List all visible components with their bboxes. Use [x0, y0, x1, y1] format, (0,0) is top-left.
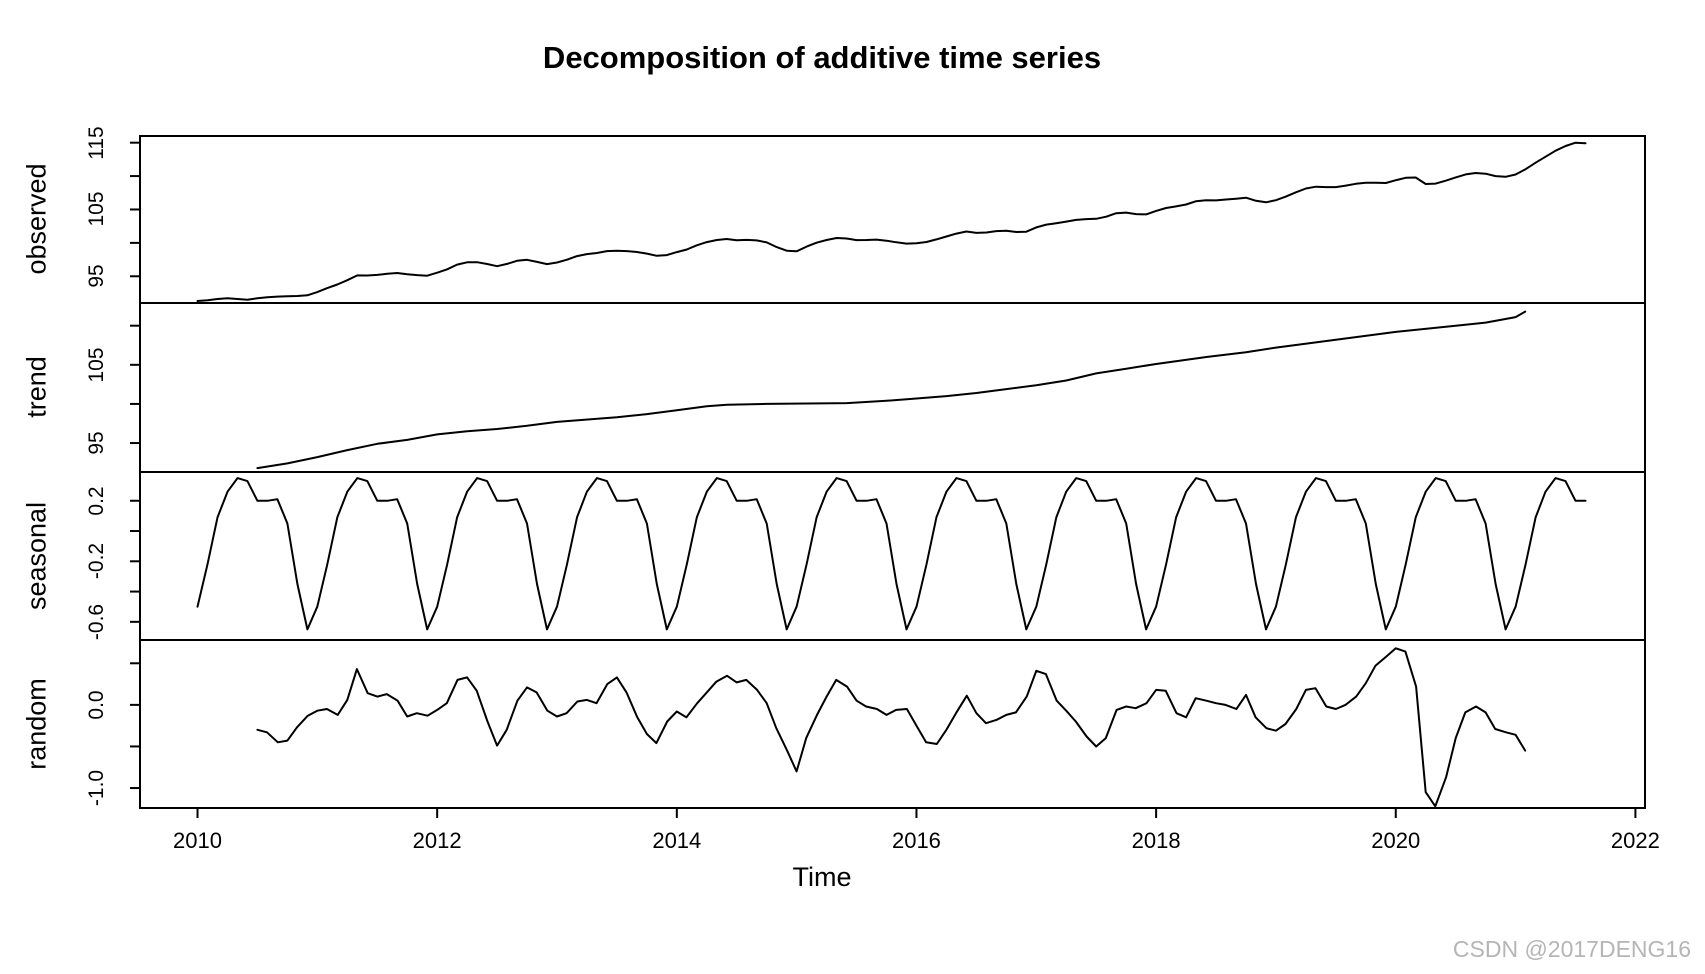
- ylabel-observed: observed: [21, 163, 52, 275]
- x-axis-title: Time: [792, 862, 852, 892]
- ylabel-random: random: [21, 678, 52, 770]
- y-tick-label: 105: [85, 347, 108, 383]
- x-tick-label: 2022: [1610, 828, 1660, 853]
- y-tick-label: -0.6: [85, 603, 108, 640]
- y-tick-label: -0.2: [85, 543, 108, 580]
- observed-line: [196, 141, 1587, 302]
- y-tick-label: 115: [85, 125, 108, 160]
- x-tick-label: 2012: [412, 828, 462, 853]
- random-line: [256, 647, 1527, 808]
- y-tick-label: 95: [85, 431, 108, 455]
- ylabel-seasonal: seasonal: [21, 501, 52, 611]
- seasonal-line: [196, 477, 1587, 631]
- y-tick-label: 0.0: [85, 690, 108, 720]
- y-tick-label: 0.2: [85, 486, 108, 516]
- chart-title: Decomposition of additive time series: [542, 40, 1102, 75]
- x-tick-label: 2016: [891, 828, 941, 853]
- watermark: CSDN @2017DENG16: [1452, 936, 1691, 962]
- x-tick-label: 2020: [1371, 828, 1421, 853]
- x-tick-label: 2014: [652, 828, 702, 853]
- x-tick-label: 2018: [1131, 828, 1181, 853]
- y-tick-label: 105: [85, 191, 108, 227]
- ylabel-trend: trend: [21, 356, 52, 418]
- y-tick-label: -1.0: [85, 769, 108, 807]
- trend-line: [256, 310, 1527, 470]
- y-tick-label: 95: [85, 264, 108, 288]
- x-tick-label: 2010: [173, 828, 222, 853]
